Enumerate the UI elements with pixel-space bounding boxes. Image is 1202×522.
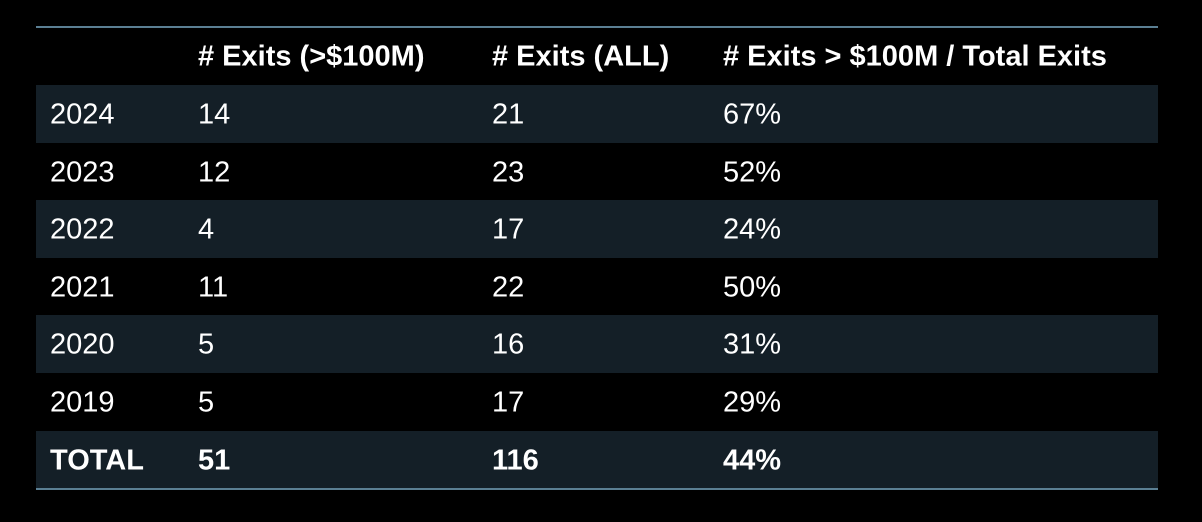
total-cell-exits-over-100m: 51 [198, 444, 231, 476]
table-cell-exits-over-100m: 12 [198, 156, 231, 189]
table-cell-year: 2022 [50, 213, 115, 246]
table-cell-exits-over-100m: 14 [198, 98, 231, 131]
table-cell-exits-all: 16 [492, 328, 525, 361]
table-cell-year: 2020 [50, 328, 115, 361]
table-row: 2020 5 16 31% [36, 315, 1158, 373]
table-cell-exits-all: 17 [492, 213, 525, 246]
table-cell-exits-over-100m: 5 [198, 386, 215, 419]
total-cell-exits-all: 116 [492, 444, 539, 476]
table-cell-year: 2021 [50, 271, 115, 304]
total-cell-exits-ratio: 44% [723, 444, 782, 476]
table-cell-exits-all: 23 [492, 156, 525, 189]
table-cell-exits-over-100m: 11 [198, 271, 229, 304]
table-cell-year: 2023 [50, 156, 115, 189]
table-row: 2021 11 22 50% [36, 258, 1158, 316]
table-cell-exits-all: 22 [492, 271, 525, 304]
table-bottom-rule [36, 488, 1158, 491]
table-cell-exits-ratio: 52% [723, 156, 782, 189]
table-cell-exits-all: 21 [492, 98, 525, 131]
table-cell-exits-ratio: 24% [723, 213, 782, 246]
table-total-row: TOTAL 51 116 44% [36, 430, 1158, 489]
table-cell-exits-all: 17 [492, 386, 525, 419]
table-row: 2023 12 23 52% [36, 143, 1158, 201]
table-cell-exits-over-100m: 4 [198, 213, 215, 246]
header-cell-exits-all: # Exits (ALL) [492, 40, 670, 72]
table-cell-exits-ratio: 31% [723, 328, 782, 361]
table-row: 2024 14 21 67% [36, 85, 1158, 143]
table-cell-exits-ratio: 29% [723, 386, 782, 419]
exits-table: # Exits (>$100M) # Exits (ALL) # Exits >… [36, 26, 1158, 491]
table-row: 2019 5 17 29% [36, 373, 1158, 431]
table-cell-exits-ratio: 50% [723, 271, 782, 304]
header-cell-exits-over-100m: # Exits (>$100M) [198, 40, 425, 72]
table-cell-exits-ratio: 67% [723, 98, 782, 131]
table-cell-year: 2019 [50, 386, 115, 419]
table-top-rule [36, 26, 1158, 28]
header-cell-exits-ratio: # Exits > $100M / Total Exits [723, 40, 1107, 72]
total-cell-label: TOTAL [50, 444, 144, 476]
table-header-row: # Exits (>$100M) # Exits (ALL) # Exits >… [36, 28, 1158, 85]
table-cell-exits-over-100m: 5 [198, 328, 215, 361]
table-row: 2022 4 17 24% [36, 200, 1158, 258]
table-cell-year: 2024 [50, 98, 115, 131]
